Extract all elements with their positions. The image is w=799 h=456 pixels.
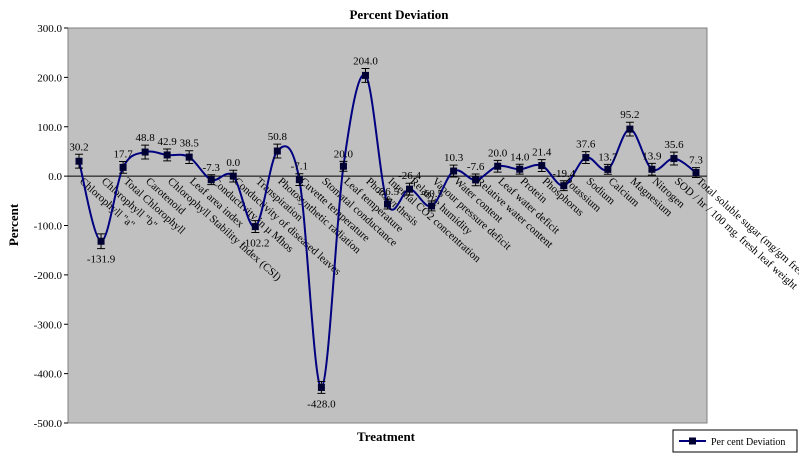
data-label: 38.5 xyxy=(180,138,200,150)
data-label: 35.6 xyxy=(664,139,684,151)
data-label: 204.0 xyxy=(353,55,378,67)
legend xyxy=(672,429,798,453)
data-label: 14.0 xyxy=(510,151,530,163)
marker xyxy=(538,162,546,170)
data-label: 21.4 xyxy=(532,147,552,159)
marker xyxy=(604,165,612,173)
marker xyxy=(185,153,193,161)
marker xyxy=(428,202,436,210)
data-label: -56.5 xyxy=(376,186,399,198)
data-label: -7.3 xyxy=(203,162,221,174)
marker xyxy=(494,162,502,170)
data-label: 42.9 xyxy=(158,136,178,148)
data-label: 95.2 xyxy=(620,109,639,121)
legend-label: Per cent Deviation xyxy=(711,437,785,448)
data-label: 37.6 xyxy=(576,139,596,151)
marker xyxy=(295,176,303,184)
data-label: -19.4 xyxy=(552,168,575,180)
y-tick-label: -200.0 xyxy=(34,270,63,282)
marker xyxy=(163,151,171,159)
data-label: -26.4 xyxy=(398,170,421,182)
data-label: 13.9 xyxy=(642,150,662,162)
data-label: 0.0 xyxy=(226,157,240,169)
data-label: -428.0 xyxy=(307,398,336,410)
marker xyxy=(582,154,590,162)
marker xyxy=(472,176,480,184)
marker xyxy=(317,383,325,391)
marker xyxy=(648,165,656,173)
legend-marker xyxy=(689,437,696,445)
data-label: 50.8 xyxy=(268,131,288,143)
data-label: -131.9 xyxy=(87,254,116,266)
y-tick-label: 100.0 xyxy=(37,122,62,134)
data-label: 20.0 xyxy=(488,147,508,159)
data-label: 10.3 xyxy=(444,152,464,164)
plot-area xyxy=(67,27,708,424)
marker xyxy=(626,125,634,133)
marker xyxy=(516,165,524,173)
y-tick-label: -300.0 xyxy=(34,319,63,331)
data-label: -60.5 xyxy=(420,188,443,200)
marker xyxy=(141,148,149,156)
marker xyxy=(119,163,127,171)
marker xyxy=(406,185,414,193)
y-tick-label: -400.0 xyxy=(34,369,63,381)
marker xyxy=(229,172,237,180)
y-tick-label: 300.0 xyxy=(37,23,62,35)
y-tick-label: 200.0 xyxy=(37,72,62,84)
data-label: 48.8 xyxy=(135,132,155,144)
data-label: 7.3 xyxy=(689,155,703,167)
marker xyxy=(273,147,281,155)
y-tick-label: -500.0 xyxy=(34,418,63,430)
x-axis-label: Treatment xyxy=(357,429,416,444)
marker xyxy=(560,182,568,190)
y-axis-label: Percent xyxy=(6,203,21,246)
marker xyxy=(361,71,369,79)
marker xyxy=(75,157,83,165)
chart-title: Percent Deviation xyxy=(349,7,449,22)
marker xyxy=(251,223,259,231)
data-label: 30.2 xyxy=(69,141,88,153)
marker xyxy=(339,162,347,170)
marker xyxy=(450,167,458,175)
data-label: -7.6 xyxy=(467,161,485,173)
data-label: 13.7 xyxy=(598,151,618,163)
data-label: -7.1 xyxy=(291,161,308,173)
marker xyxy=(384,200,391,208)
data-label: 20.0 xyxy=(334,148,354,160)
data-label: -102.2 xyxy=(241,238,269,250)
data-label: 17.7 xyxy=(113,148,133,160)
marker xyxy=(692,169,700,177)
marker xyxy=(670,155,678,163)
y-tick-label: -100.0 xyxy=(34,221,63,233)
marker xyxy=(207,176,215,184)
y-tick-label: 0.0 xyxy=(48,171,62,183)
marker xyxy=(97,237,105,245)
